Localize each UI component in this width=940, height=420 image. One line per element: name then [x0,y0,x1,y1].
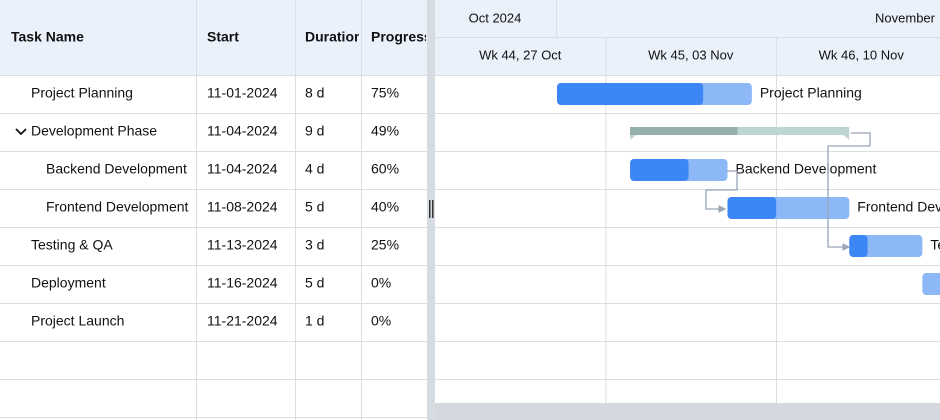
summary-bar [630,127,850,135]
cell-duration: 5 d [305,275,324,291]
summary-cap [630,135,850,140]
cell-duration: 5 d [305,199,324,215]
week-label: Wk 44, 27 Oct [479,47,562,62]
week-label: Wk 46, 10 Nov [819,47,905,62]
cell-name: Frontend Development [46,199,189,215]
column-header[interactable]: Start [207,29,239,45]
cell-start: 11-16-2024 [207,275,278,291]
splitter-grip[interactable] [432,200,434,218]
task-bar[interactable]: Deployment [922,273,940,295]
task-bar[interactable]: Frontend Development [727,197,940,219]
cell-duration: 4 d [305,161,324,177]
cell-start: 11-01-2024 [207,85,278,101]
cell-start: 11-04-2024 [207,123,278,139]
dependency-line [705,170,738,213]
cell-name: Testing & QA [31,237,113,253]
week-label: Wk 45, 03 Nov [648,47,734,62]
grid-header [0,0,427,75]
cell-name: Backend Development [46,161,187,177]
bar-label: Testing & QA [930,237,940,253]
cell-progress: 40% [371,199,399,215]
cell-name: Development Phase [31,123,157,139]
bar-label: Backend Development [736,161,877,177]
bar-label: Project Planning [760,85,862,101]
bar [922,273,940,295]
cell-progress: 49% [371,123,399,139]
collapse-toggle[interactable] [15,128,27,136]
cell-start: 11-08-2024 [207,199,278,215]
cell-progress: 60% [371,161,399,177]
bar-label: Frontend Development [857,199,940,215]
cell-progress: 75% [371,85,399,101]
cell-start: 11-21-2024 [207,313,278,329]
cell-name: Project Planning [31,85,133,101]
bar-progress [630,159,689,181]
cell-name: Deployment [31,275,106,291]
task-bar[interactable]: Testing & QA [849,235,940,257]
cell-duration: 8 d [305,85,324,101]
bar-progress [557,83,704,105]
cell-duration: 3 d [305,237,324,253]
month-label: November [875,10,936,25]
month-label: Oct 2024 [469,10,522,25]
column-header[interactable]: Duration [305,29,363,45]
splitter-grip[interactable] [429,200,431,218]
splitter[interactable] [427,0,435,420]
cell-name: Project Launch [31,313,124,329]
bar-progress [849,235,868,257]
scrollbar[interactable] [435,403,940,420]
cell-progress: 0% [371,275,391,291]
column-header[interactable]: Progress [371,29,432,45]
cell-progress: 25% [371,237,399,253]
cell-start: 11-13-2024 [207,237,278,253]
cell-duration: 1 d [305,313,324,329]
cell-duration: 9 d [305,123,324,139]
bar-progress [727,197,777,219]
task-bar[interactable]: Backend Development [630,159,876,181]
cell-progress: 0% [371,313,391,329]
task-bar[interactable]: Project Planning [557,83,862,105]
dependency-line [827,132,871,251]
cell-start: 11-04-2024 [207,161,278,177]
column-header[interactable]: Task Name [11,29,84,45]
summary-progress [630,127,738,135]
task-bar[interactable] [630,127,850,140]
